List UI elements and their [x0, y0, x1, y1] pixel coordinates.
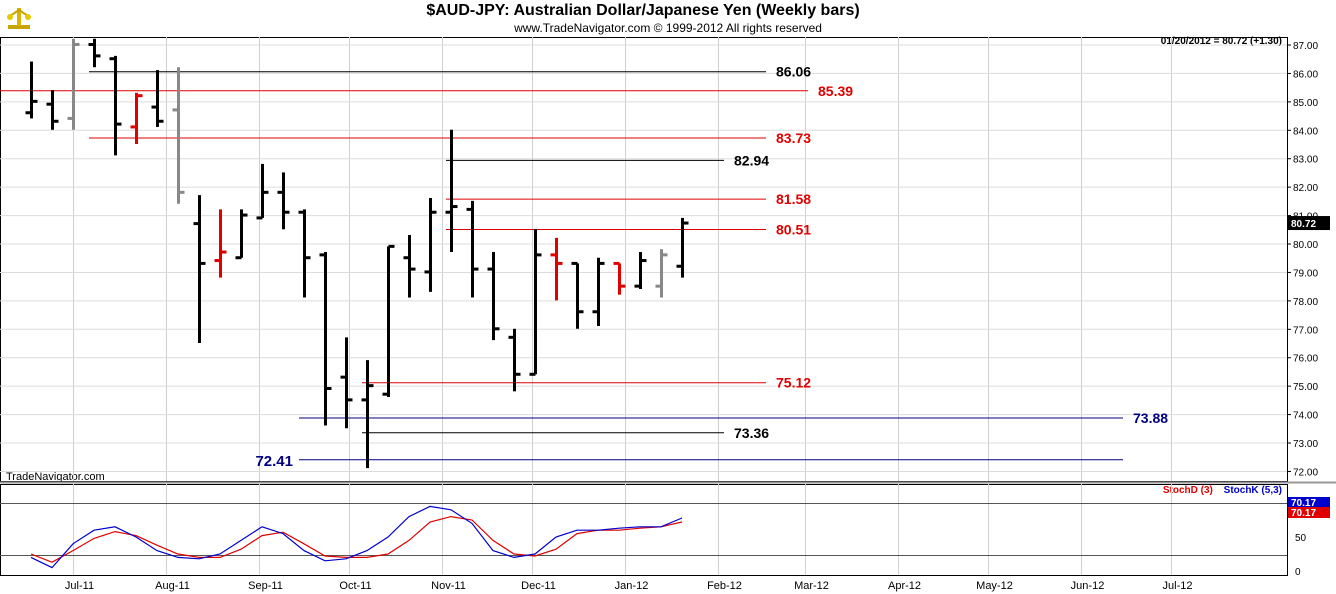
ohlc-bar	[256, 163, 269, 220]
ohlc-bar	[571, 261, 584, 329]
y-tick-label: 83.00	[1293, 155, 1318, 166]
ohlc-bar	[88, 38, 101, 68]
ohlc-bar	[130, 92, 143, 145]
ohlc-bar	[25, 61, 38, 119]
ohlc-bar	[382, 244, 395, 398]
ohlc-bar	[445, 129, 458, 253]
stoch-y-tick-label: 50	[1295, 533, 1307, 544]
ohlc-bar	[487, 252, 500, 341]
y-tick-label: 78.00	[1293, 297, 1318, 308]
y-tick-label: 84.00	[1293, 126, 1318, 137]
stoch-k-value-tag	[1288, 497, 1330, 508]
stoch-d-legend: StochD (3)	[1162, 485, 1213, 496]
chart-title: $AUD-JPY: Australian Dollar/Japanese Yen…	[426, 2, 860, 19]
ohlc-bar	[466, 200, 479, 298]
stoch-k-legend: StochK (5,3)	[1223, 485, 1282, 496]
last-quote: 01/20/2012 = 80.72 (+1.30)	[1160, 36, 1282, 47]
ohlc-bar	[214, 209, 227, 278]
x-tick-label: Nov-11	[431, 580, 466, 592]
ohlc-bar	[613, 261, 626, 295]
ohlc-bar	[298, 209, 311, 298]
stoch-y-tick-label: 0	[1295, 567, 1301, 578]
y-tick-label: 76.00	[1293, 354, 1318, 365]
ohlc-bar	[550, 237, 563, 301]
trade-navigator-logo-icon	[4, 2, 34, 32]
stoch-k-value-label: 70.17	[1291, 498, 1316, 509]
y-tick-label: 87.00	[1293, 41, 1318, 52]
ohlc-bar	[676, 217, 689, 278]
y-tick-label: 86.00	[1293, 69, 1318, 80]
y-tick-label: 73.00	[1293, 439, 1318, 450]
x-tick-label: Jul-11	[65, 580, 94, 592]
last-price-label: 80.72	[1291, 219, 1316, 230]
price-level-label: 73.36	[734, 425, 769, 441]
price-level-label: 80.51	[776, 222, 811, 238]
last-price-tag	[1288, 216, 1330, 231]
ohlc-bar	[46, 89, 59, 130]
y-tick-label: 72.00	[1293, 467, 1318, 478]
x-tick-label: Apr-12	[888, 580, 921, 592]
y-tick-label: 75.00	[1293, 382, 1318, 393]
x-tick-label: Jan-12	[615, 580, 649, 592]
price-level-label: 73.88	[1133, 410, 1168, 426]
ohlc-bar	[277, 172, 290, 230]
ohlc-bar	[235, 209, 248, 260]
ohlc-bar	[319, 252, 332, 426]
ohlc-bar	[424, 198, 437, 292]
ohlc-bar	[361, 360, 374, 469]
ohlc-bar	[529, 229, 542, 376]
price-level-label: 72.41	[255, 453, 293, 470]
stoch-d-value-tag	[1288, 507, 1330, 518]
ohlc-bar	[109, 55, 122, 156]
ohlc-bar	[655, 249, 668, 298]
stoch-series-line	[30, 515, 683, 563]
ohlc-bar	[634, 252, 647, 289]
stochastic-plot-frame	[0, 484, 1288, 576]
price-level-label: 85.39	[818, 83, 853, 99]
x-tick-label: Mar-12	[794, 580, 829, 592]
ohlc-bar	[67, 38, 80, 130]
ohlc-bar	[151, 70, 164, 127]
ohlc-bar	[592, 257, 605, 326]
ohlc-bar	[340, 337, 353, 429]
y-tick-label: 79.00	[1293, 268, 1318, 279]
price-level-label: 81.58	[776, 191, 811, 207]
brand-label: TradeNavigator.com	[6, 471, 105, 483]
x-tick-label: Jun-12	[1071, 580, 1105, 592]
x-tick-label: Sep-11	[248, 580, 283, 592]
price-level-label: 75.12	[776, 375, 811, 391]
ohlc-bar	[508, 328, 521, 392]
x-tick-label: Aug-11	[155, 580, 190, 592]
ohlc-bar	[172, 67, 185, 204]
price-level-label: 82.94	[734, 152, 769, 168]
x-tick-label: Jul-12	[1163, 580, 1193, 592]
copyright-notice: www.TradeNavigator.com © 1999-2012 All r…	[514, 21, 822, 35]
x-tick-label: Dec-11	[521, 580, 556, 592]
x-tick-label: May-12	[976, 580, 1013, 592]
x-tick-label: Oct-11	[339, 580, 371, 592]
ohlc-bar	[403, 234, 416, 298]
price-level-label: 83.73	[776, 130, 811, 146]
y-tick-label: 80.00	[1293, 240, 1318, 251]
y-tick-label: 77.00	[1293, 325, 1318, 336]
stochastic-legend: StochD (3) StochK (5,3)	[1163, 485, 1282, 496]
ohlc-bar	[193, 195, 206, 344]
y-tick-label: 74.00	[1293, 411, 1318, 422]
x-tick-label: Feb-12	[707, 580, 742, 592]
y-tick-label: 82.00	[1293, 183, 1318, 194]
stoch-series-line	[30, 505, 683, 569]
y-tick-label: 85.00	[1293, 98, 1318, 109]
price-level-label: 86.06	[776, 64, 811, 80]
stoch-d-value-label: 70.17	[1291, 508, 1316, 519]
